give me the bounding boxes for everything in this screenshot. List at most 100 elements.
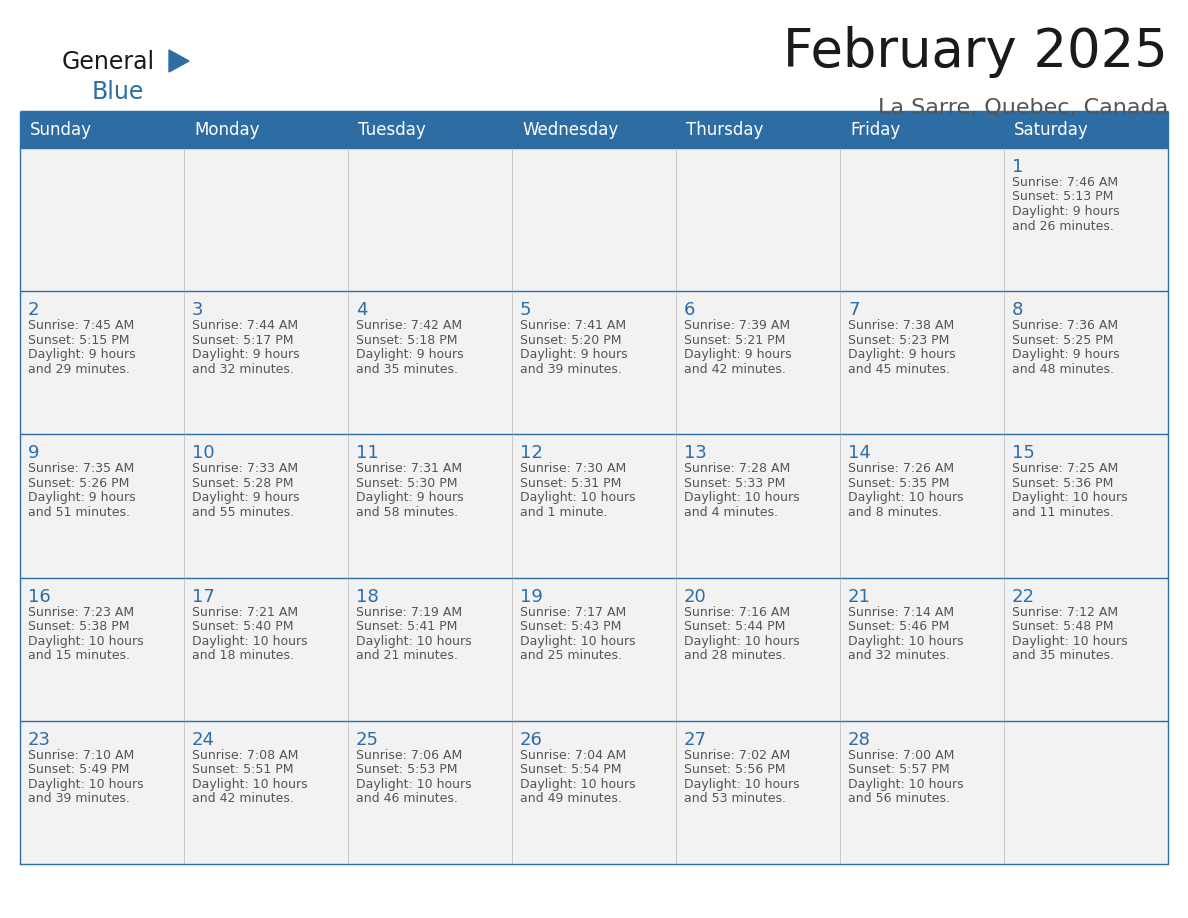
Text: and 29 minutes.: and 29 minutes. bbox=[29, 363, 129, 375]
Text: Daylight: 9 hours: Daylight: 9 hours bbox=[356, 348, 463, 361]
Text: La Sarre, Quebec, Canada: La Sarre, Quebec, Canada bbox=[878, 98, 1168, 118]
Text: 21: 21 bbox=[848, 588, 871, 606]
Text: Daylight: 10 hours: Daylight: 10 hours bbox=[520, 778, 636, 790]
Text: Sunrise: 7:04 AM: Sunrise: 7:04 AM bbox=[520, 749, 626, 762]
Text: Sunday: Sunday bbox=[30, 121, 91, 139]
Bar bbox=[840, 434, 1004, 577]
Text: 8: 8 bbox=[1012, 301, 1023, 319]
Text: and 46 minutes.: and 46 minutes. bbox=[356, 792, 457, 805]
Bar bbox=[840, 112, 1004, 148]
Text: Sunrise: 7:17 AM: Sunrise: 7:17 AM bbox=[520, 606, 626, 619]
Text: Sunrise: 7:45 AM: Sunrise: 7:45 AM bbox=[29, 319, 134, 332]
Text: 3: 3 bbox=[192, 301, 203, 319]
Text: Daylight: 9 hours: Daylight: 9 hours bbox=[192, 348, 299, 361]
Text: Sunset: 5:23 PM: Sunset: 5:23 PM bbox=[848, 334, 949, 347]
Bar bbox=[184, 434, 348, 577]
Text: Daylight: 10 hours: Daylight: 10 hours bbox=[192, 634, 308, 647]
Text: Sunset: 5:26 PM: Sunset: 5:26 PM bbox=[29, 476, 129, 490]
Text: 25: 25 bbox=[356, 731, 379, 749]
Bar bbox=[20, 434, 184, 577]
Text: Sunset: 5:17 PM: Sunset: 5:17 PM bbox=[192, 334, 293, 347]
Text: Sunset: 5:38 PM: Sunset: 5:38 PM bbox=[29, 620, 129, 633]
Text: Sunrise: 7:39 AM: Sunrise: 7:39 AM bbox=[684, 319, 790, 332]
Text: Sunrise: 7:31 AM: Sunrise: 7:31 AM bbox=[356, 463, 462, 476]
Text: and 32 minutes.: and 32 minutes. bbox=[848, 649, 950, 662]
Text: Sunrise: 7:02 AM: Sunrise: 7:02 AM bbox=[684, 749, 790, 762]
Text: Daylight: 10 hours: Daylight: 10 hours bbox=[29, 778, 144, 790]
Bar bbox=[348, 721, 512, 864]
Text: General: General bbox=[62, 50, 156, 74]
Bar bbox=[512, 291, 676, 434]
Bar bbox=[348, 434, 512, 577]
Text: Sunset: 5:48 PM: Sunset: 5:48 PM bbox=[1012, 620, 1113, 633]
Text: Daylight: 10 hours: Daylight: 10 hours bbox=[684, 491, 800, 504]
Bar bbox=[348, 291, 512, 434]
Text: Sunset: 5:53 PM: Sunset: 5:53 PM bbox=[356, 763, 457, 777]
Bar bbox=[348, 112, 512, 148]
Text: Friday: Friday bbox=[849, 121, 901, 139]
Bar bbox=[1004, 434, 1168, 577]
Bar bbox=[184, 721, 348, 864]
Text: and 11 minutes.: and 11 minutes. bbox=[1012, 506, 1114, 519]
Text: Sunset: 5:49 PM: Sunset: 5:49 PM bbox=[29, 763, 129, 777]
Text: Tuesday: Tuesday bbox=[358, 121, 425, 139]
Text: Daylight: 10 hours: Daylight: 10 hours bbox=[520, 634, 636, 647]
Text: Daylight: 10 hours: Daylight: 10 hours bbox=[29, 634, 144, 647]
Text: 24: 24 bbox=[192, 731, 215, 749]
Bar bbox=[1004, 148, 1168, 291]
Text: Daylight: 9 hours: Daylight: 9 hours bbox=[1012, 348, 1119, 361]
Text: Sunrise: 7:14 AM: Sunrise: 7:14 AM bbox=[848, 606, 954, 619]
Text: Sunset: 5:57 PM: Sunset: 5:57 PM bbox=[848, 763, 949, 777]
Text: and 42 minutes.: and 42 minutes. bbox=[192, 792, 293, 805]
Text: Sunrise: 7:38 AM: Sunrise: 7:38 AM bbox=[848, 319, 954, 332]
Text: Sunset: 5:40 PM: Sunset: 5:40 PM bbox=[192, 620, 293, 633]
Text: 22: 22 bbox=[1012, 588, 1035, 606]
Bar bbox=[20, 112, 184, 148]
Text: Daylight: 10 hours: Daylight: 10 hours bbox=[520, 491, 636, 504]
Text: Sunrise: 7:30 AM: Sunrise: 7:30 AM bbox=[520, 463, 626, 476]
Text: and 4 minutes.: and 4 minutes. bbox=[684, 506, 778, 519]
Text: Sunset: 5:30 PM: Sunset: 5:30 PM bbox=[356, 476, 457, 490]
Text: and 58 minutes.: and 58 minutes. bbox=[356, 506, 459, 519]
Text: and 35 minutes.: and 35 minutes. bbox=[1012, 649, 1114, 662]
Bar bbox=[512, 721, 676, 864]
Bar bbox=[20, 577, 184, 721]
Text: 18: 18 bbox=[356, 588, 379, 606]
Bar bbox=[512, 112, 676, 148]
Text: and 1 minute.: and 1 minute. bbox=[520, 506, 607, 519]
Text: 16: 16 bbox=[29, 588, 51, 606]
Text: Sunset: 5:18 PM: Sunset: 5:18 PM bbox=[356, 334, 457, 347]
Text: 17: 17 bbox=[192, 588, 215, 606]
Polygon shape bbox=[169, 50, 189, 72]
Text: and 25 minutes.: and 25 minutes. bbox=[520, 649, 623, 662]
Text: 14: 14 bbox=[848, 444, 871, 463]
Text: and 28 minutes.: and 28 minutes. bbox=[684, 649, 786, 662]
Text: Sunrise: 7:06 AM: Sunrise: 7:06 AM bbox=[356, 749, 462, 762]
Bar bbox=[348, 577, 512, 721]
Text: Sunrise: 7:23 AM: Sunrise: 7:23 AM bbox=[29, 606, 134, 619]
Text: Sunset: 5:54 PM: Sunset: 5:54 PM bbox=[520, 763, 621, 777]
Text: Sunset: 5:46 PM: Sunset: 5:46 PM bbox=[848, 620, 949, 633]
Bar bbox=[184, 112, 348, 148]
Text: Sunrise: 7:46 AM: Sunrise: 7:46 AM bbox=[1012, 176, 1118, 189]
Text: Daylight: 10 hours: Daylight: 10 hours bbox=[848, 491, 963, 504]
Text: Sunset: 5:13 PM: Sunset: 5:13 PM bbox=[1012, 191, 1113, 204]
Text: Sunrise: 7:08 AM: Sunrise: 7:08 AM bbox=[192, 749, 298, 762]
Bar bbox=[20, 148, 184, 291]
Text: Daylight: 9 hours: Daylight: 9 hours bbox=[520, 348, 627, 361]
Text: and 51 minutes.: and 51 minutes. bbox=[29, 506, 129, 519]
Text: Wednesday: Wednesday bbox=[522, 121, 618, 139]
Text: 19: 19 bbox=[520, 588, 543, 606]
Bar bbox=[1004, 291, 1168, 434]
Text: Sunrise: 7:36 AM: Sunrise: 7:36 AM bbox=[1012, 319, 1118, 332]
Text: Sunset: 5:44 PM: Sunset: 5:44 PM bbox=[684, 620, 785, 633]
Text: Daylight: 10 hours: Daylight: 10 hours bbox=[684, 778, 800, 790]
Bar bbox=[512, 434, 676, 577]
Bar bbox=[676, 291, 840, 434]
Bar bbox=[840, 291, 1004, 434]
Text: Sunrise: 7:42 AM: Sunrise: 7:42 AM bbox=[356, 319, 462, 332]
Text: Sunrise: 7:19 AM: Sunrise: 7:19 AM bbox=[356, 606, 462, 619]
Text: and 35 minutes.: and 35 minutes. bbox=[356, 363, 459, 375]
Text: and 32 minutes.: and 32 minutes. bbox=[192, 363, 293, 375]
Text: Thursday: Thursday bbox=[685, 121, 764, 139]
